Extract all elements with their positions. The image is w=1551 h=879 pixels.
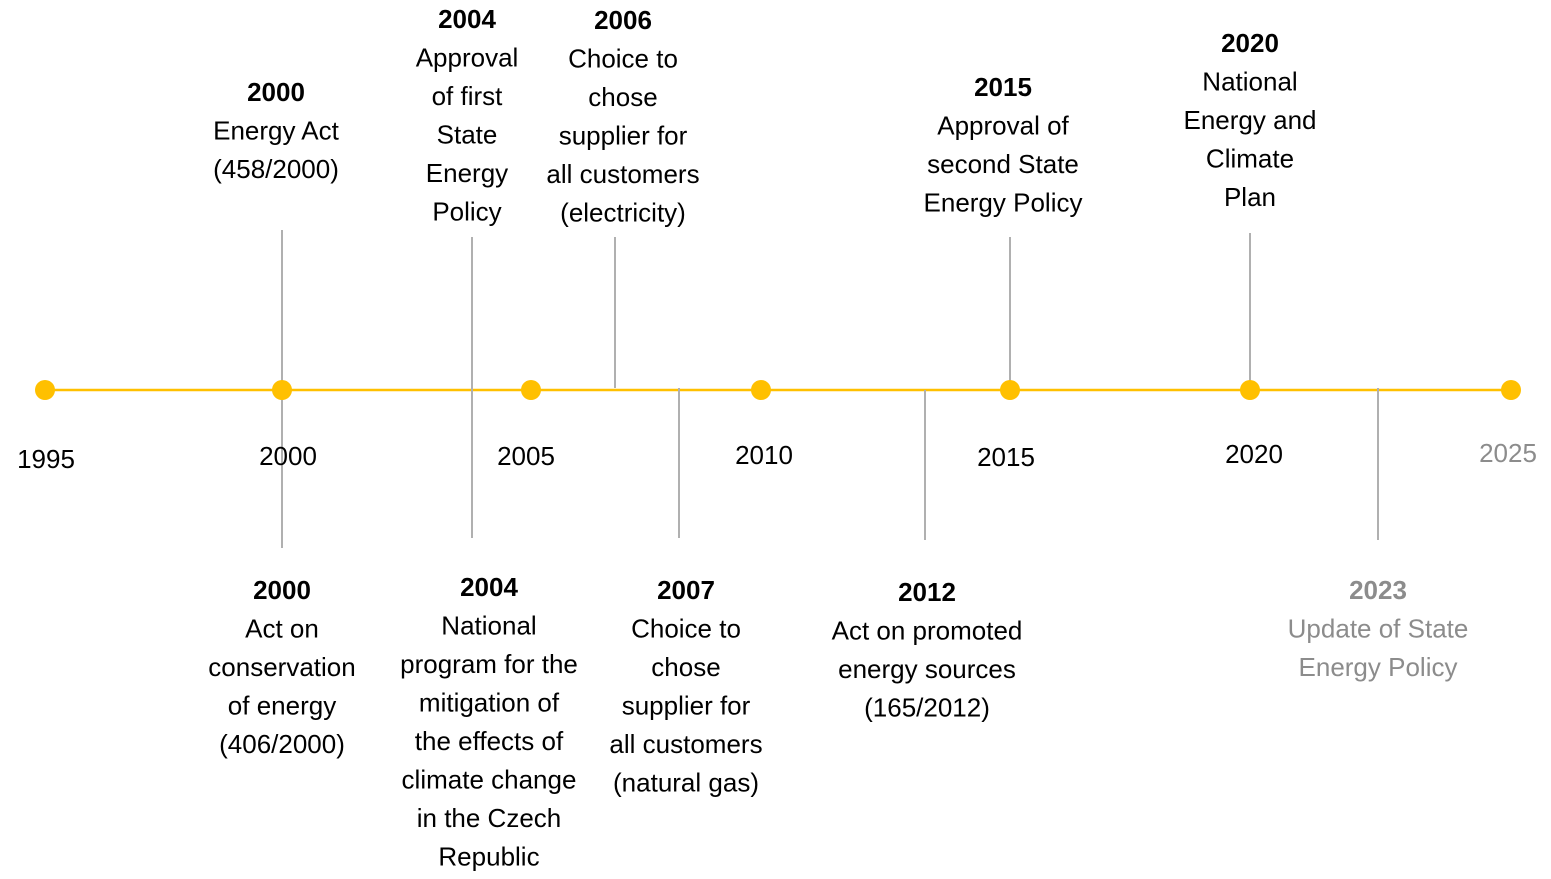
event-text: chose	[651, 652, 720, 682]
event-text: supplier for	[559, 120, 688, 150]
event-text: program for the	[400, 649, 578, 679]
axis-dot	[272, 380, 292, 400]
event-year: 2004	[460, 572, 518, 602]
event-text: Energy and	[1184, 105, 1317, 135]
event-text: Energy Policy	[1299, 652, 1458, 682]
event-text: Energy	[426, 158, 508, 188]
axis-label: 2015	[977, 442, 1035, 472]
event-year: 2023	[1349, 575, 1407, 605]
event-text: Act on	[245, 613, 319, 643]
event-text: Energy Policy	[924, 187, 1083, 217]
event-text: climate change	[402, 764, 577, 794]
axis-dot	[1501, 380, 1521, 400]
event-text: Act on promoted	[832, 615, 1023, 645]
event-text: (165/2012)	[864, 692, 990, 722]
event-year: 2012	[898, 577, 956, 607]
event-year: 2000	[247, 77, 305, 107]
event-text: Plan	[1224, 182, 1276, 212]
axis-dot	[1240, 380, 1260, 400]
event-year: 2007	[657, 575, 715, 605]
event-text: of first	[432, 81, 504, 111]
axis-label: 2010	[735, 440, 793, 470]
axis-label: 1995	[17, 444, 75, 474]
event-year: 2020	[1221, 28, 1279, 58]
event-year: 2006	[594, 5, 652, 35]
event-text: National	[441, 610, 536, 640]
axis-dot	[1000, 380, 1020, 400]
event-text: supplier for	[622, 690, 751, 720]
event-text: Energy Act	[213, 115, 340, 145]
event-text: (natural gas)	[613, 767, 759, 797]
event-text: Republic	[438, 841, 539, 871]
axis-label: 2000	[259, 441, 317, 471]
event-text: the effects of	[415, 726, 564, 756]
axis-dot	[751, 380, 771, 400]
event-year: 2004	[438, 4, 496, 34]
event-text: second State	[927, 149, 1079, 179]
event-text: Policy	[432, 196, 501, 226]
axis-label: 2020	[1225, 439, 1283, 469]
event-text: Choice to	[631, 613, 741, 643]
event-text: Update of State	[1288, 613, 1469, 643]
event-text: (electricity)	[560, 197, 686, 227]
event-text: State	[437, 119, 498, 149]
event-text: of energy	[228, 690, 336, 720]
event-text: Climate	[1206, 143, 1294, 173]
event-text: all customers	[546, 159, 699, 189]
event-text: (406/2000)	[219, 729, 345, 759]
axis-label: 2025	[1479, 438, 1537, 468]
event-text: energy sources	[838, 654, 1016, 684]
event-text: Choice to	[568, 43, 678, 73]
event-text: all customers	[609, 729, 762, 759]
axis-dot	[35, 380, 55, 400]
axis-dot	[521, 380, 541, 400]
event-text: National	[1202, 66, 1297, 96]
event-text: chose	[588, 82, 657, 112]
event-text: Approval of	[937, 110, 1069, 140]
axis-label: 2005	[497, 441, 555, 471]
event-year: 2015	[974, 72, 1032, 102]
event-text: Approval	[416, 42, 519, 72]
event-year: 2000	[253, 575, 311, 605]
event-text: (458/2000)	[213, 154, 339, 184]
event-text: conservation	[208, 652, 355, 682]
event-text: mitigation of	[419, 687, 560, 717]
event-text: in the Czech	[417, 803, 562, 833]
